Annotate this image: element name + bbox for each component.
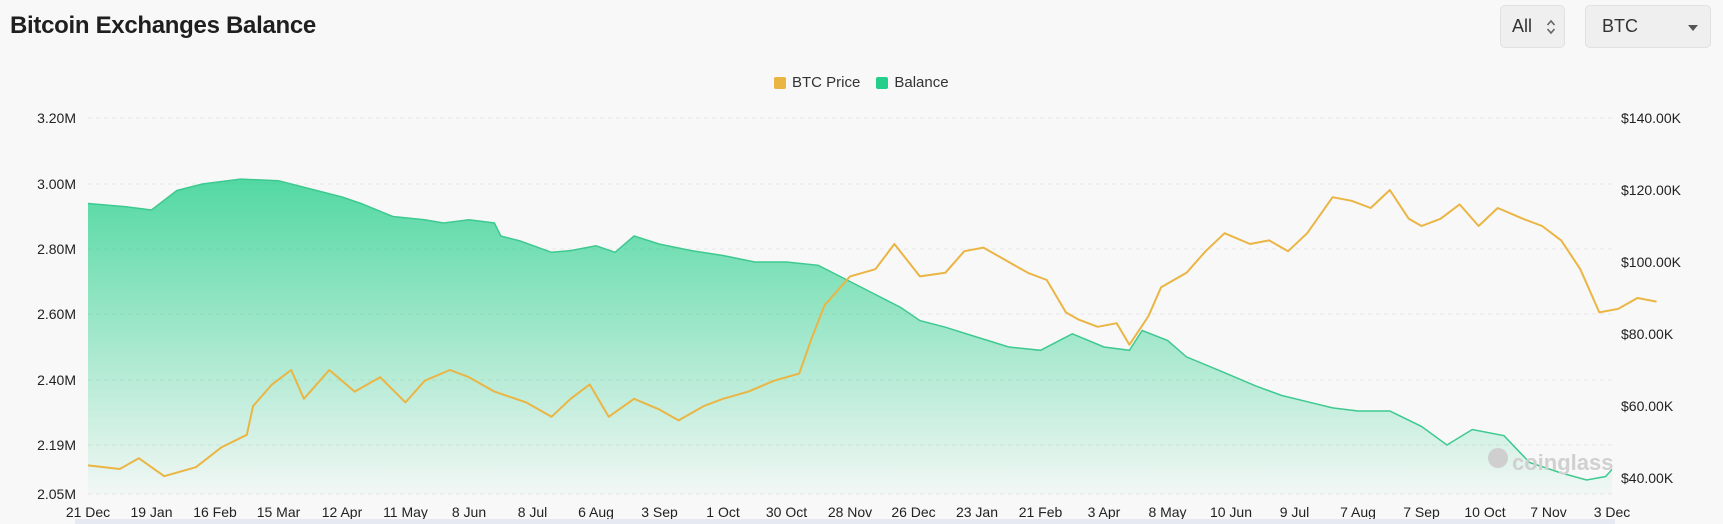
- x-tick-label: 11 May: [383, 504, 428, 520]
- x-tick-label: 10 Jun: [1210, 504, 1252, 520]
- legend-label-price: BTC Price: [792, 74, 861, 91]
- x-tick-label: 8 Jun: [452, 504, 486, 520]
- chart-legend: BTC Price Balance: [774, 74, 965, 91]
- range-select-value: All: [1512, 16, 1533, 36]
- legend-item-balance[interactable]: Balance: [876, 74, 949, 91]
- x-tick-label: 8 Jul: [518, 504, 548, 520]
- coinglass-logo-icon: [1488, 448, 1508, 468]
- y-left-tick-label: 2.60M: [37, 306, 76, 322]
- balance-line: [87, 178, 1613, 481]
- y-left-tick-label: 2.05M: [37, 486, 76, 502]
- sort-arrows-icon: [1546, 19, 1556, 35]
- page-title: Bitcoin Exchanges Balance: [10, 12, 316, 39]
- x-tick-label: 7 Aug: [1340, 504, 1376, 520]
- x-tick-label: 26 Dec: [891, 504, 935, 520]
- x-tick-label: 9 Jul: [1280, 504, 1310, 520]
- x-tick-label: 19 Jan: [130, 504, 172, 520]
- x-tick-label: 30 Oct: [766, 504, 807, 520]
- watermark-text: coinglass: [1512, 450, 1613, 475]
- x-tick-label: 21 Dec: [66, 504, 110, 520]
- x-tick-label: 7 Nov: [1530, 504, 1567, 520]
- y-right-tick-label: $140.00K: [1621, 110, 1682, 126]
- x-tick-label: 12 Apr: [322, 504, 363, 520]
- x-tick-label: 21 Feb: [1019, 504, 1063, 520]
- y-left-tick-label: 2.19M: [37, 437, 76, 453]
- x-tick-label: 3 Apr: [1088, 504, 1121, 520]
- x-tick-label: 16 Feb: [193, 504, 237, 520]
- y-right-tick-label: $100.00K: [1621, 254, 1682, 270]
- coin-select[interactable]: BTC: [1585, 5, 1711, 48]
- y-right-tick-label: $80.00K: [1621, 326, 1674, 342]
- legend-swatch-balance: [876, 76, 889, 89]
- price-line: [87, 189, 1657, 478]
- x-tick-label: 3 Dec: [1594, 504, 1631, 520]
- x-tick-label: 1 Oct: [706, 504, 740, 520]
- balance-area: [88, 179, 1612, 494]
- range-select[interactable]: All: [1500, 5, 1565, 48]
- coin-select-value: BTC: [1602, 16, 1638, 36]
- x-tick-label: 15 Mar: [257, 504, 301, 520]
- x-tick-label: 3 Sep: [641, 504, 678, 520]
- y-left-tick-label: 3.00M: [37, 176, 76, 192]
- y-left-tick-label: 2.80M: [37, 241, 76, 257]
- chevron-down-icon: [1688, 25, 1698, 31]
- x-tick-label: 23 Jan: [956, 504, 998, 520]
- x-tick-label: 28 Nov: [828, 504, 872, 520]
- legend-swatch-price: [774, 76, 786, 89]
- y-right-tick-label: $40.00K: [1621, 470, 1674, 486]
- y-right-tick-label: $120.00K: [1621, 182, 1682, 198]
- x-tick-label: 10 Oct: [1464, 504, 1505, 520]
- y-left-tick-label: 3.20M: [37, 110, 76, 126]
- x-tick-label: 6 Aug: [578, 504, 614, 520]
- x-tick-label: 7 Sep: [1403, 504, 1440, 520]
- y-left-tick-label: 2.40M: [37, 372, 76, 388]
- range-scrollbar[interactable]: [75, 519, 1615, 524]
- x-tick-label: 8 May: [1148, 504, 1186, 520]
- y-right-tick-label: $60.00K: [1621, 398, 1674, 414]
- legend-label-balance: Balance: [894, 74, 949, 91]
- legend-item-price[interactable]: BTC Price: [774, 74, 860, 91]
